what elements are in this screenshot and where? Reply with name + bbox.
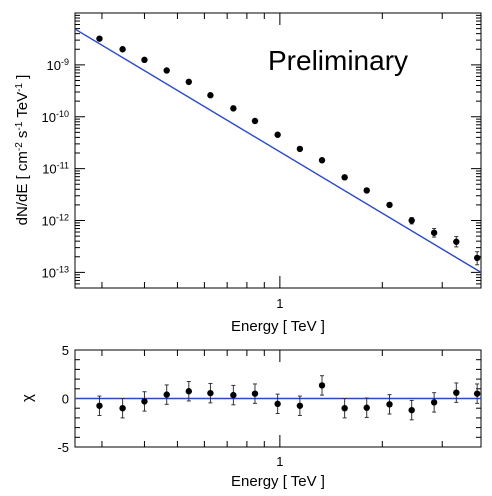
residual-point (318, 382, 326, 389)
residual-point (453, 389, 460, 396)
data-point (453, 238, 460, 245)
data-point (363, 187, 370, 194)
residual-point (207, 389, 214, 397)
top-fit-line (74, 28, 482, 273)
y-tick-exponent: -12 (56, 213, 69, 223)
bottom-data-points (96, 375, 481, 421)
y-tick-label: -5 (57, 440, 69, 455)
data-point (296, 145, 304, 153)
y-tick-exponent: -11 (57, 161, 69, 171)
y-tick-base: 10 (47, 58, 61, 73)
residual-point (230, 391, 237, 399)
residual-point (119, 405, 126, 412)
data-point (230, 105, 237, 112)
residual-point (363, 404, 370, 411)
x-tick-label: 1 (276, 296, 283, 311)
residual-point (274, 400, 281, 408)
residual-point (386, 401, 393, 408)
residual-point (296, 402, 304, 409)
residual-point (185, 388, 193, 395)
y-tick-exponent: -10 (56, 109, 69, 119)
ylabel-text: ] (14, 75, 31, 83)
ylabel-text: s (14, 131, 31, 143)
x-tick-label: 1 (276, 454, 283, 469)
preliminary-label: Preliminary (268, 45, 408, 76)
data-point (163, 67, 170, 74)
y-tick-base: 10 (42, 214, 56, 229)
ylabel-exponent: -2 (14, 142, 25, 151)
y-tick-label: 10-10 (42, 109, 69, 125)
y-tick-label: 10-9 (47, 57, 69, 73)
residual-point (251, 390, 259, 397)
residual-point (408, 406, 415, 414)
y-tick-base: 10 (42, 162, 56, 177)
residual-point (473, 390, 481, 397)
residual-point (430, 399, 438, 406)
data-point (207, 92, 214, 99)
y-tick-label: 10-11 (42, 161, 69, 177)
data-point (386, 201, 393, 209)
data-point (408, 217, 415, 224)
data-point (473, 254, 481, 262)
ylabel-text: TeV (14, 92, 31, 122)
y-tick-base: 10 (42, 110, 56, 125)
y-tick-exponent: -13 (56, 264, 69, 274)
data-point (430, 229, 438, 236)
bottom-x-axis-title: Energy [ TeV ] (231, 473, 325, 490)
top-data-points (96, 35, 481, 266)
data-point (96, 35, 103, 42)
y-tick-label: 10-12 (42, 213, 69, 229)
residual-point (163, 391, 170, 398)
bottom-y-axis-title: χ (19, 394, 36, 402)
data-point (274, 131, 281, 138)
y-tick-base: 10 (42, 265, 56, 280)
data-point (119, 46, 126, 53)
residual-point (141, 398, 148, 405)
residual-point (96, 402, 103, 409)
data-point (318, 157, 326, 164)
y-tick-exponent: -9 (61, 57, 69, 67)
data-point (341, 174, 348, 181)
fit-line (74, 28, 482, 273)
bottom-axes: 1 5 0 -5 (57, 343, 481, 469)
data-point (185, 78, 193, 86)
residual-point (341, 405, 348, 412)
top-y-axis-title: dN/dE [ cm-2 s-1 TeV-1 ] (14, 75, 32, 226)
ylabel-exponent: -1 (14, 83, 25, 92)
top-x-axis-title: Energy [ TeV ] (231, 318, 325, 335)
ylabel-exponent: -1 (14, 121, 25, 130)
top-plot-frame (74, 12, 482, 289)
y-tick-label: 10-13 (42, 264, 69, 280)
data-point (141, 56, 148, 64)
y-tick-label: 5 (62, 343, 69, 358)
data-point (251, 117, 259, 125)
y-tick-label: 0 (62, 392, 69, 407)
ylabel-text: dN/dE [ cm (14, 151, 31, 225)
